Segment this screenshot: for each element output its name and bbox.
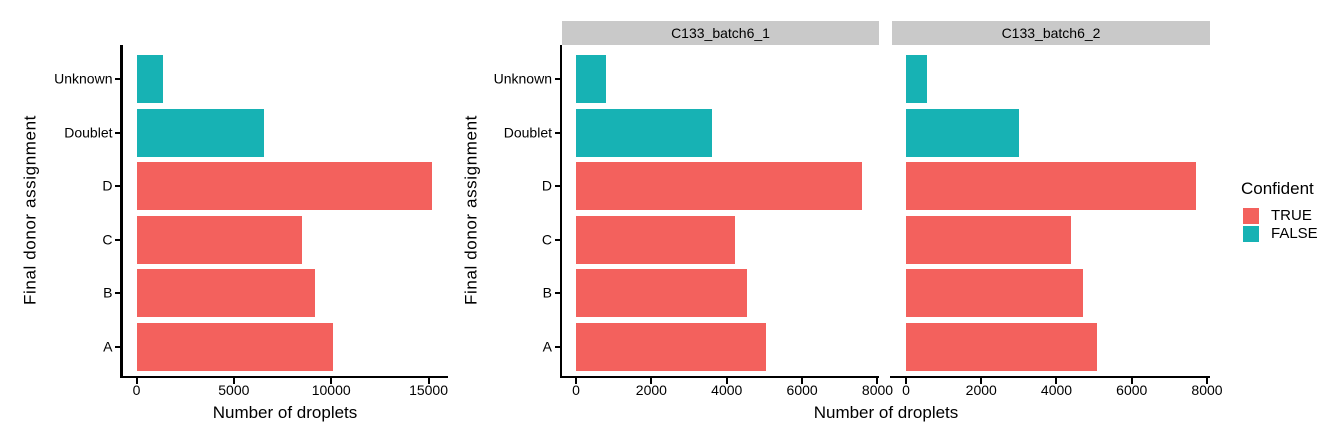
y-tick-label-A: A xyxy=(103,338,113,354)
y-tick-label-D: D xyxy=(541,177,552,194)
y-tick-C133_batch6_1 xyxy=(554,345,560,348)
facet-strip-C133_batch6_1: C133_batch6_1 xyxy=(562,21,879,45)
x-tick-label-C133_batch6_2: 4000 xyxy=(1040,382,1073,398)
x-tick-label-C133_batch6_1: 6000 xyxy=(786,382,818,398)
bar-C133_batch6_1-D xyxy=(576,162,863,210)
bar-C133_batch6_1-A xyxy=(576,322,766,371)
y-tick-C133_batch6_1 xyxy=(554,131,560,134)
bar-C133_batch6_1-C xyxy=(576,215,735,264)
bar-C133_batch6_2-A xyxy=(906,322,1098,371)
legend: Confident TRUE FALSE xyxy=(1241,179,1318,244)
x-tick-combined xyxy=(135,378,138,384)
x-tick-combined xyxy=(427,378,430,384)
x-tick-C133_batch6_1 xyxy=(876,378,879,384)
x-tick-C133_batch6_2 xyxy=(1205,378,1208,384)
legend-item-true: TRUE xyxy=(1243,208,1318,224)
y-tick-combined xyxy=(115,131,121,134)
x-axis-line-C133_batch6_2 xyxy=(889,375,1210,378)
bar-C133_batch6_1-Doublet xyxy=(576,108,713,157)
x-tick-label-C133_batch6_1: 4000 xyxy=(711,382,743,398)
y-tick-C133_batch6_1 xyxy=(554,78,560,80)
bar-C133_batch6_2-Unknown xyxy=(906,55,928,103)
y-tick-combined xyxy=(115,238,121,241)
y-tick-label-B: B xyxy=(542,284,552,301)
legend-item-false: FALSE xyxy=(1243,226,1318,242)
x-tick-label-C133_batch6_1: 8000 xyxy=(861,382,894,398)
legend-label-false: FALSE xyxy=(1271,225,1318,242)
y-tick-label-Unknown: Unknown xyxy=(54,70,113,87)
y-tick-label-D: D xyxy=(102,177,113,194)
x-tick-label-C133_batch6_1: 0 xyxy=(572,382,580,398)
x-tick-C133_batch6_2 xyxy=(1055,378,1058,384)
bar-C133_batch6_2-Doublet xyxy=(906,108,1019,157)
legend-title: Confident xyxy=(1241,179,1314,198)
x-tick-label-C133_batch6_2: 8000 xyxy=(1191,382,1223,398)
x-tick-C133_batch6_2 xyxy=(980,378,983,384)
x-tick-label-combined: 15000 xyxy=(409,382,448,398)
left-x-axis-title: Number of droplets xyxy=(212,403,358,422)
y-tick-combined xyxy=(115,292,121,294)
x-tick-C133_batch6_1 xyxy=(725,378,728,384)
y-tick-label-A: A xyxy=(542,338,552,354)
y-tick-label-C: C xyxy=(541,231,552,247)
bar-C133_batch6_2-B xyxy=(906,269,1084,317)
y-tick-label-C: C xyxy=(102,231,113,247)
bar-combined-A xyxy=(136,322,333,371)
x-tick-label-C133_batch6_2: 6000 xyxy=(1116,382,1148,398)
y-tick-combined xyxy=(115,345,121,348)
x-tick-C133_batch6_2 xyxy=(905,378,907,384)
x-tick-C133_batch6_1 xyxy=(650,378,653,384)
x-tick-label-C133_batch6_1: 2000 xyxy=(635,382,667,398)
x-tick-label-C133_batch6_2: 0 xyxy=(902,382,910,398)
y-tick-label-Doublet: Doublet xyxy=(503,124,552,140)
y-tick-C133_batch6_1 xyxy=(554,185,560,187)
facet-strip-C133_batch6_2: C133_batch6_2 xyxy=(892,21,1210,45)
bar-C133_batch6_1-B xyxy=(576,269,748,317)
y-axis-line-combined xyxy=(120,45,123,378)
legend-swatch-true xyxy=(1243,208,1259,224)
x-tick-label-combined: 5000 xyxy=(218,382,250,398)
legend-label-true: TRUE xyxy=(1271,207,1312,224)
right-x-axis-title: Number of droplets xyxy=(813,403,959,422)
x-tick-C133_batch6_2 xyxy=(1130,378,1133,384)
bar-combined-D xyxy=(136,162,433,210)
left-y-axis-title: Final donor assignment xyxy=(20,115,40,305)
y-tick-label-B: B xyxy=(103,284,113,301)
x-axis-line-C133_batch6_1 xyxy=(559,375,879,378)
y-tick-combined xyxy=(115,185,121,187)
legend-items: TRUE FALSE xyxy=(1243,208,1318,242)
x-tick-C133_batch6_1 xyxy=(575,378,577,384)
x-tick-combined xyxy=(232,378,235,384)
y-tick-C133_batch6_1 xyxy=(554,238,560,241)
bar-combined-C xyxy=(136,215,302,264)
y-tick-label-Doublet: Doublet xyxy=(64,124,113,140)
right-y-axis-title: Final donor assignment xyxy=(461,115,481,305)
bar-combined-Doublet xyxy=(136,108,265,157)
x-axis-line-combined xyxy=(120,375,448,378)
bar-C133_batch6_2-C xyxy=(906,215,1071,264)
x-tick-label-C133_batch6_2: 2000 xyxy=(965,382,997,398)
bar-C133_batch6_2-D xyxy=(906,162,1197,210)
bar-combined-B xyxy=(136,269,315,317)
x-tick-label-combined: 10000 xyxy=(311,382,351,398)
x-tick-combined xyxy=(330,378,333,384)
x-tick-label-combined: 0 xyxy=(132,382,141,398)
legend-swatch-false xyxy=(1243,226,1259,242)
x-tick-C133_batch6_1 xyxy=(801,378,804,384)
y-axis-line-C133_batch6_1 xyxy=(559,45,562,378)
y-tick-label-Unknown: Unknown xyxy=(493,70,552,87)
y-tick-C133_batch6_1 xyxy=(554,292,560,294)
bar-C133_batch6_1-Unknown xyxy=(576,55,607,103)
y-tick-combined xyxy=(115,78,121,80)
bar-combined-Unknown xyxy=(136,55,163,103)
